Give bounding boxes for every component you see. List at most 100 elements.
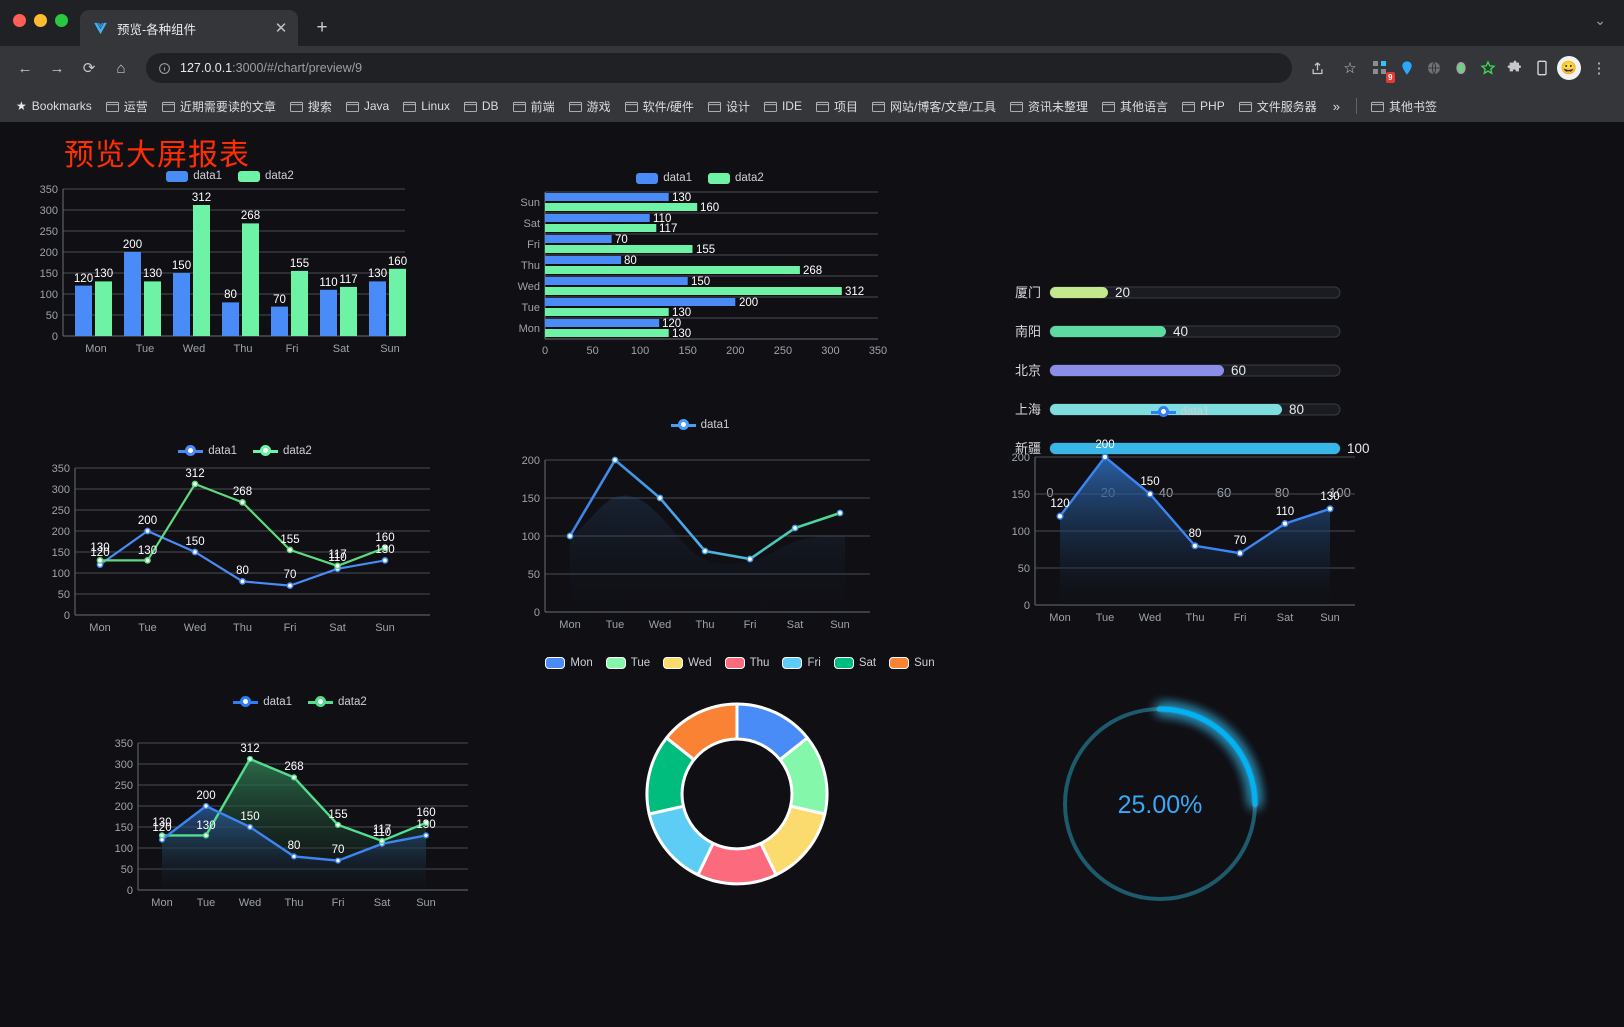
bookmark-star-icon[interactable]: ☆ [1343, 60, 1357, 77]
profile-avatar[interactable]: 😀 [1557, 56, 1581, 80]
legend-item-data1[interactable]: data1 [166, 170, 222, 182]
legend-item-thu[interactable]: Thu [724, 657, 769, 669]
window-controls[interactable] [13, 14, 68, 27]
folder-icon [568, 101, 582, 112]
bookmark-folder-11[interactable]: IDE [758, 96, 808, 116]
close-window-button[interactable] [13, 14, 26, 27]
bookmark-folder-3[interactable]: 搜索 [284, 95, 338, 118]
legend-swatch-icon [545, 657, 566, 669]
bookmark-label: DB [481, 99, 499, 113]
legend-item-data2[interactable]: data2 [238, 170, 294, 182]
star-extension-icon[interactable] [1476, 56, 1500, 80]
donut-slice-fri[interactable] [647, 804, 715, 877]
bookmarks-overflow-button[interactable]: » [1332, 98, 1340, 114]
svg-text:110: 110 [319, 277, 337, 289]
svg-text:Fri: Fri [744, 619, 757, 631]
legend-label: data1 [263, 696, 292, 708]
legend-item-data2[interactable]: data2 [308, 695, 367, 709]
bookmarks-divider [1355, 98, 1357, 114]
bookmark-folder-13[interactable]: 网站/博客/文章/工具 [866, 95, 1002, 118]
tab-extension-icon[interactable] [1530, 56, 1554, 80]
legend-item-tue[interactable]: Tue [605, 657, 650, 669]
legend-item-mon[interactable]: Mon [545, 657, 593, 669]
legend-item-wed[interactable]: Wed [663, 657, 712, 669]
legend-label: Mon [570, 657, 593, 669]
svg-text:150: 150 [172, 260, 191, 272]
close-tab-button[interactable]: ✕ [274, 19, 288, 37]
browser-menu-icon[interactable]: ⋮ [1591, 60, 1607, 77]
svg-text:80: 80 [236, 565, 249, 577]
globe-extension-icon[interactable] [1422, 56, 1446, 80]
chart-panel-line-dual: data1 data2 [30, 444, 460, 658]
svg-text:150: 150 [1012, 489, 1030, 501]
svg-text:0: 0 [534, 607, 540, 619]
bookmark-folder-2[interactable]: 近期需要读的文章 [156, 95, 282, 118]
legend-item-sun[interactable]: Sun [889, 657, 935, 669]
star-icon: ★ [16, 99, 27, 113]
area-dual-chart: 350 300 250 200 150 100 50 0 [115, 738, 468, 909]
bookmark-folder-14[interactable]: 资讯未整理 [1004, 95, 1094, 118]
svg-text:0: 0 [64, 610, 70, 622]
svg-text:300: 300 [40, 205, 58, 217]
legend-item-data1[interactable]: data1 [670, 418, 729, 432]
puzzle-extension-icon[interactable] [1503, 56, 1527, 80]
address-bar[interactable]: 127.0.0.1:3000/#/chart/preview/9 [146, 53, 1292, 83]
legend-label: data2 [338, 696, 367, 708]
legend-item-fri[interactable]: Fri [782, 657, 821, 669]
folder-icon [816, 101, 829, 112]
maximize-window-button[interactable] [55, 14, 68, 27]
bookmark-folder-16[interactable]: PHP [1176, 96, 1231, 116]
new-tab-button[interactable]: + [316, 17, 328, 38]
minimize-window-button[interactable] [34, 14, 47, 27]
chevron-down-icon[interactable]: ⌄ [1594, 12, 1606, 28]
bookmark-folder-15[interactable]: 其他语言 [1096, 95, 1174, 118]
svg-text:200: 200 [52, 526, 70, 538]
legend-item-sat[interactable]: Sat [833, 657, 876, 669]
donut-chart [645, 702, 829, 886]
back-button[interactable]: ← [17, 59, 33, 77]
legend-label: data1 [208, 445, 237, 457]
share-icon[interactable] [1302, 53, 1332, 83]
legend-item-data1[interactable]: data1 [636, 172, 692, 184]
circle-extension-icon[interactable] [1449, 56, 1473, 80]
bookmark-folder-8[interactable]: 游戏 [563, 95, 617, 118]
browser-tab[interactable]: 预览-各种组件 ✕ [80, 10, 298, 46]
other-bookmarks-folder[interactable]: 其他书签 [1365, 95, 1443, 118]
svg-text:Wed: Wed [183, 343, 205, 355]
svg-text:117: 117 [328, 549, 346, 561]
grid-extension-icon[interactable]: 9 [1368, 56, 1395, 83]
svg-text:268: 268 [284, 761, 303, 773]
bookmark-folder-4[interactable]: Java [340, 96, 395, 116]
svg-text:110: 110 [1276, 506, 1294, 518]
bookmark-folder-17[interactable]: 文件服务器 [1233, 95, 1323, 118]
reload-button[interactable]: ⟳ [82, 60, 96, 77]
forward-button[interactable]: → [49, 59, 65, 77]
bookmark-folder-7[interactable]: 前端 [507, 95, 561, 118]
bookmark-folder-6[interactable]: DB [458, 96, 505, 116]
legend-item-data1[interactable]: data1 [1150, 405, 1209, 419]
legend-swatch-icon [636, 172, 659, 184]
svg-text:南阳: 南阳 [1015, 324, 1041, 339]
folder-icon [1102, 101, 1115, 112]
pin-extension-icon[interactable] [1395, 56, 1419, 80]
bookmark-folder-10[interactable]: 设计 [702, 95, 756, 118]
bookmark-item-bookmarks[interactable]: ★ Bookmarks [10, 96, 98, 116]
bookmark-folder-5[interactable]: Linux [397, 96, 456, 116]
legend-item-data2[interactable]: data2 [708, 172, 764, 184]
svg-text:Mon: Mon [89, 622, 110, 634]
y-axis-labels: 200 150 100 50 0 [1012, 452, 1030, 612]
bookmark-folder-1[interactable]: 运营 [100, 95, 154, 118]
y-axis-labels: 350 300 250 200 150 100 50 0 [40, 184, 58, 343]
svg-text:100: 100 [1329, 485, 1351, 500]
legend-line-icon [253, 444, 278, 458]
svg-text:0: 0 [542, 345, 548, 357]
legend-item-data1[interactable]: data1 [233, 695, 292, 709]
legend-item-data1[interactable]: data1 [178, 444, 237, 458]
home-button[interactable]: ⌂ [116, 59, 126, 77]
site-info-icon[interactable] [158, 62, 171, 75]
legend-item-data2[interactable]: data2 [253, 444, 312, 458]
bookmark-folder-9[interactable]: 软件/硬件 [619, 95, 700, 118]
bookmark-folder-12[interactable]: 项目 [810, 95, 864, 118]
bookmark-label: IDE [781, 99, 802, 113]
donut-slice-sun[interactable] [665, 702, 739, 762]
